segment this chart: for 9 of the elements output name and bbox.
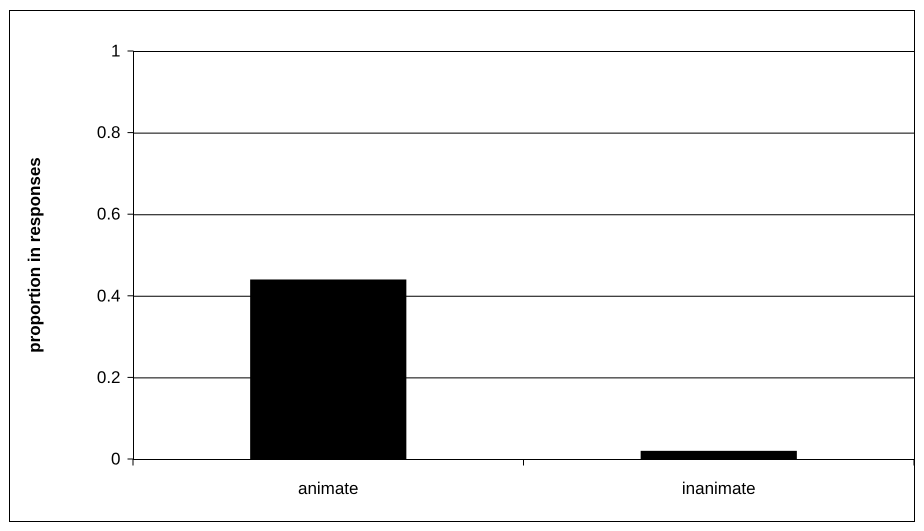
y-tick-label: 0.8 [96,123,120,142]
x-tick-label: animate [298,479,358,498]
x-tick-label: inanimate [682,479,756,498]
y-axis-title: proportion in responses [25,157,44,353]
y-tick-label: 0.2 [96,368,120,387]
y-tick-label: 0 [111,449,120,468]
y-tick-label: 1 [111,41,120,60]
y-tick-label: 0.6 [96,204,120,224]
y-tick-label: 0.4 [96,286,120,306]
